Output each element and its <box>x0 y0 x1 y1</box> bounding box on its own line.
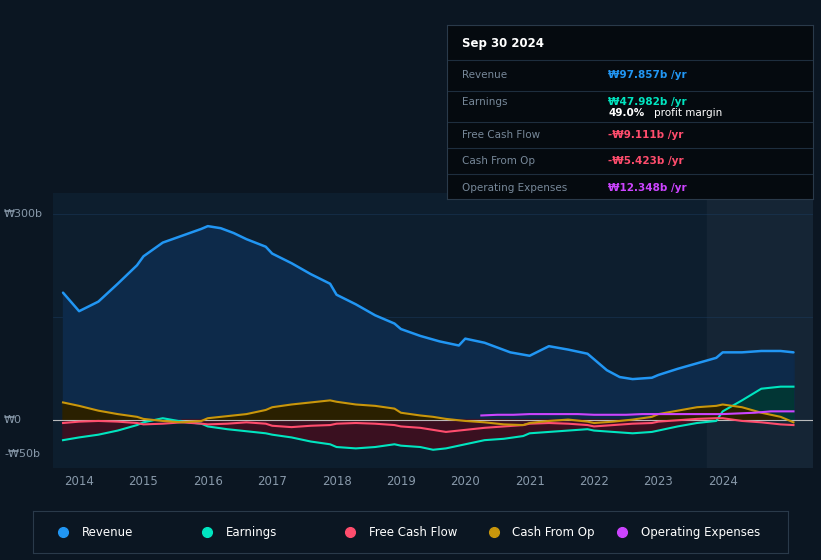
Text: Free Cash Flow: Free Cash Flow <box>462 130 540 141</box>
Text: 49.0%: 49.0% <box>608 108 644 118</box>
Text: Earnings: Earnings <box>226 526 277 539</box>
Text: Free Cash Flow: Free Cash Flow <box>369 526 457 539</box>
Text: Earnings: Earnings <box>462 97 507 108</box>
Text: -₩5.423b /yr: -₩5.423b /yr <box>608 156 684 166</box>
Text: Operating Expenses: Operating Expenses <box>462 183 567 193</box>
Text: Sep 30 2024: Sep 30 2024 <box>462 38 544 50</box>
Text: Revenue: Revenue <box>82 526 133 539</box>
Text: ₩12.348b /yr: ₩12.348b /yr <box>608 183 687 193</box>
Bar <box>707 193 813 468</box>
Text: profit margin: profit margin <box>654 108 722 118</box>
Text: Revenue: Revenue <box>462 69 507 80</box>
Text: ₩97.857b /yr: ₩97.857b /yr <box>608 69 687 80</box>
Text: -₩9.111b /yr: -₩9.111b /yr <box>608 130 684 141</box>
Text: ₩300b: ₩300b <box>4 209 44 219</box>
Text: -₩50b: -₩50b <box>4 449 40 459</box>
Text: ₩47.982b /yr: ₩47.982b /yr <box>608 97 687 108</box>
Text: ₩0: ₩0 <box>4 414 22 424</box>
Text: Operating Expenses: Operating Expenses <box>641 526 760 539</box>
Text: Cash From Op: Cash From Op <box>512 526 595 539</box>
Text: Cash From Op: Cash From Op <box>462 156 535 166</box>
